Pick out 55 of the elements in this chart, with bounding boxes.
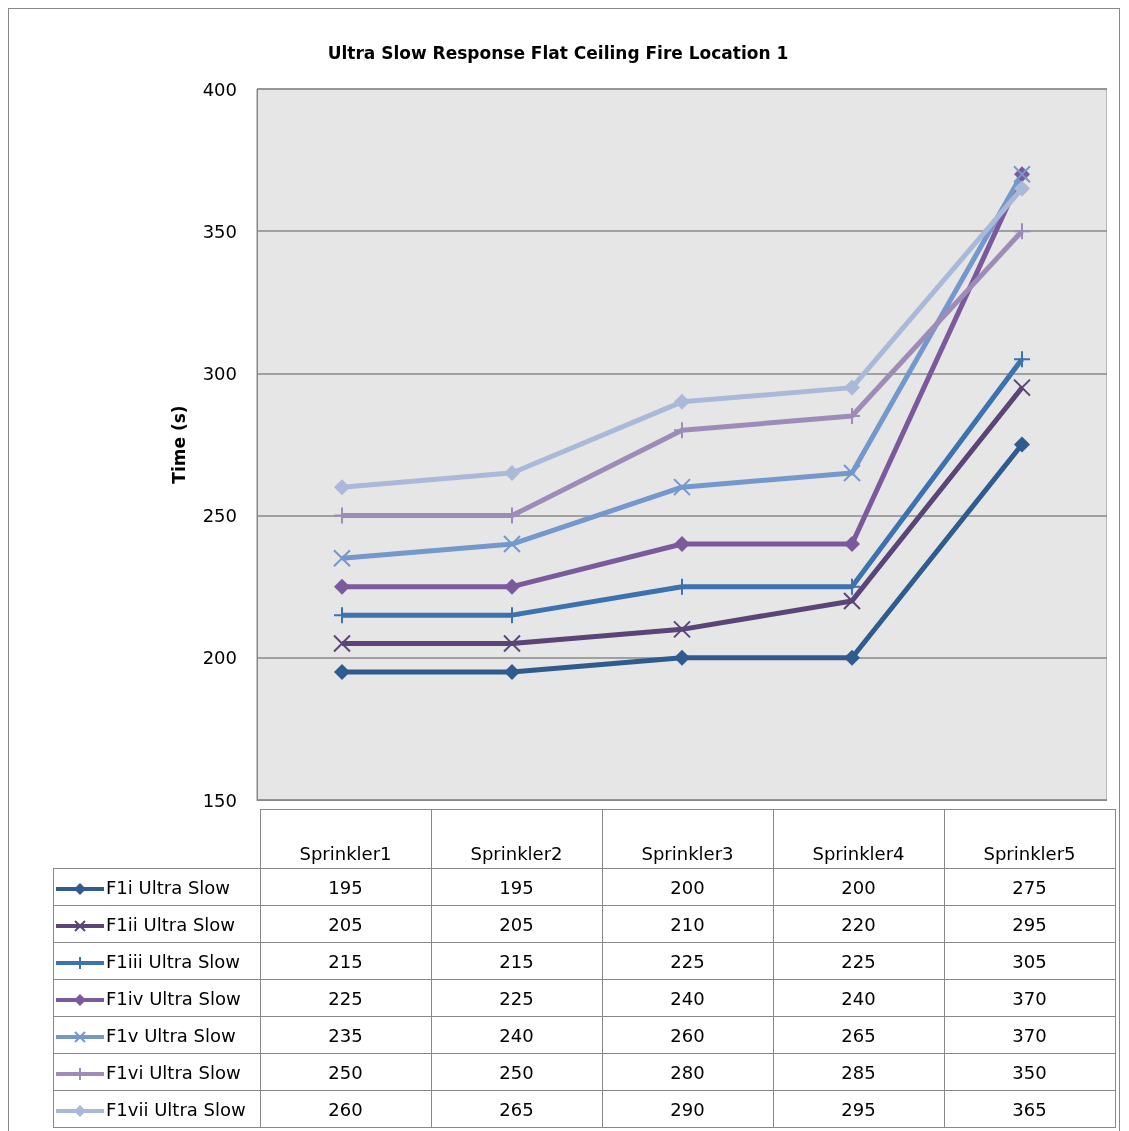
data-label: 285 xyxy=(773,1053,944,1091)
x-tick-label: Sprinkler4 xyxy=(773,809,944,869)
y-tick-label: 200 xyxy=(202,647,237,669)
data-label: 265 xyxy=(773,1016,944,1054)
data-label: 200 xyxy=(602,868,773,906)
legend-label: F1i Ultra Slow xyxy=(106,876,231,898)
data-label: 260 xyxy=(260,1090,431,1128)
data-label: 225 xyxy=(260,979,431,1017)
data-label: 240 xyxy=(773,979,944,1017)
data-label: 215 xyxy=(260,942,431,980)
data-label: 240 xyxy=(431,1016,602,1054)
data-label: 365 xyxy=(944,1090,1115,1128)
legend-label: F1ii Ultra Slow xyxy=(106,913,236,935)
data-label: 265 xyxy=(431,1090,602,1128)
y-axis-title: Time (s) xyxy=(168,405,189,484)
data-label: 250 xyxy=(431,1053,602,1091)
data-label: 225 xyxy=(602,942,773,980)
data-label: 195 xyxy=(260,868,431,906)
data-label: 295 xyxy=(944,905,1115,943)
x-tick-label: Sprinkler3 xyxy=(602,809,773,869)
data-label: 225 xyxy=(431,979,602,1017)
data-label: 250 xyxy=(260,1053,431,1091)
x-tick-label: Sprinkler1 xyxy=(260,809,431,869)
data-label: 225 xyxy=(773,942,944,980)
legend-label: F1vi Ultra Slow xyxy=(106,1061,241,1083)
data-label: 370 xyxy=(944,1016,1115,1054)
x-tick-label: Sprinkler2 xyxy=(431,809,602,869)
data-label: 215 xyxy=(431,942,602,980)
chart-title: Ultra Slow Response Flat Ceiling Fire Location 1 xyxy=(327,42,789,63)
data-label: 275 xyxy=(944,868,1115,906)
legend-label: F1iv Ultra Slow xyxy=(106,987,241,1009)
data-label: 290 xyxy=(602,1090,773,1128)
y-tick-label: 250 xyxy=(202,505,237,527)
data-label: 260 xyxy=(602,1016,773,1054)
data-label: 195 xyxy=(431,868,602,906)
data-label: 370 xyxy=(944,979,1115,1017)
data-label: 280 xyxy=(602,1053,773,1091)
data-label: 205 xyxy=(431,905,602,943)
legend-label: F1iii Ultra Slow xyxy=(106,950,241,972)
data-label: 200 xyxy=(773,868,944,906)
data-label: 350 xyxy=(944,1053,1115,1091)
data-label: 240 xyxy=(602,979,773,1017)
data-label: 295 xyxy=(773,1090,944,1128)
data-label: 220 xyxy=(773,905,944,943)
data-label: 305 xyxy=(944,942,1115,980)
y-tick-label: 150 xyxy=(202,789,237,811)
y-tick-label: 350 xyxy=(202,220,237,242)
data-label: 210 xyxy=(602,905,773,943)
data-label: 205 xyxy=(260,905,431,943)
x-tick-label: Sprinkler5 xyxy=(944,809,1115,869)
legend-label: F1vii Ultra Slow xyxy=(106,1098,246,1120)
legend-label: F1v Ultra Slow xyxy=(106,1024,236,1046)
y-tick-label: 400 xyxy=(202,78,237,100)
y-tick-label: 300 xyxy=(202,362,237,384)
data-label: 235 xyxy=(260,1016,431,1054)
